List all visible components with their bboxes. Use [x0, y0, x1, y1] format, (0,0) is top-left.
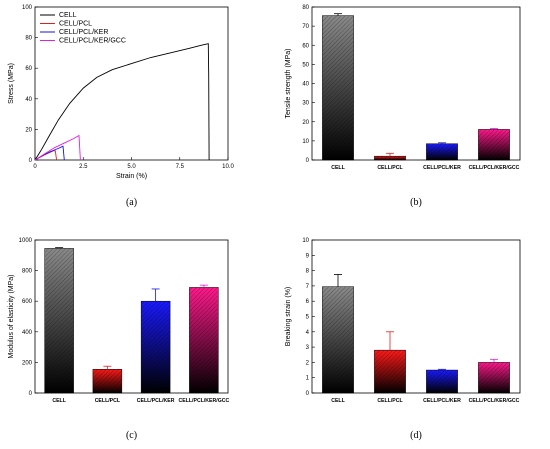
legend-label: CELL/PCL — [59, 21, 92, 28]
y-tick-label: 6 — [306, 299, 310, 305]
x-category-label: CELL/PCL/KER/GCC — [179, 398, 230, 404]
y-tick-label: 400 — [22, 330, 33, 336]
x-category-label: CELL — [331, 398, 345, 404]
y-tick-label: 8 — [306, 269, 310, 275]
y-tick-label: 20 — [25, 127, 32, 133]
y-tick-label: 40 — [302, 82, 309, 88]
y-tick-label: 0 — [306, 158, 310, 164]
y-tick-label: 100 — [22, 5, 33, 11]
series-line-4 — [34, 134, 81, 161]
y-tick-label: 10 — [302, 238, 309, 244]
bar-hatch — [44, 248, 74, 393]
y-tick-label: 200 — [22, 360, 33, 366]
bar-hatch — [322, 286, 354, 393]
bar-hatch — [374, 156, 406, 160]
x-category-label: CELL/PCL — [377, 398, 403, 404]
y-tick-label: 50 — [302, 62, 309, 68]
chart-panel-3: 0 200 400 600 800 1000 Modulus of elasticity (… — [8, 238, 229, 441]
y-tick-label: 0 — [306, 391, 310, 397]
x-category-label: CELL — [331, 165, 345, 171]
chart-panel-2: 0 10 20 30 40 50 60 70 80 Tensile strength (MPa) (… — [285, 5, 521, 208]
y-tick-label: 1 — [306, 376, 310, 382]
series-line-1 — [34, 43, 210, 161]
plot-frame — [34, 239, 229, 394]
y-tick-label: 0 — [29, 158, 33, 164]
y-tick-label: 7 — [306, 284, 310, 290]
x-category-label: CELL/PCL/KER/GCC — [469, 165, 520, 171]
x-category-label: CELL/PCL — [377, 165, 403, 171]
y-tick-label: 10 — [302, 139, 309, 145]
panel-label: (a) — [126, 197, 137, 208]
panel-label: (c) — [126, 430, 137, 441]
panel-label: (d) — [410, 430, 422, 441]
x-category-label: CELL/PCL/KER — [137, 398, 175, 404]
x-tick-label: 10.0 — [222, 164, 234, 170]
y-tick-label: 30 — [302, 101, 309, 107]
y-axis-label: Modulus of elasticity (MPa) — [8, 274, 15, 358]
y-tick-label: 60 — [25, 66, 32, 72]
x-category-label: CELL — [52, 398, 66, 404]
y-tick-label: 0 — [29, 391, 33, 397]
y-axis-label: Breaking strain (%) — [285, 287, 292, 347]
y-tick-label: 2 — [306, 360, 310, 366]
bar-hatch — [92, 369, 122, 393]
y-tick-label: 800 — [22, 269, 33, 275]
x-category-label: CELL/PCL/KER — [423, 398, 461, 404]
y-tick-label: 5 — [306, 315, 310, 321]
bar-hatch — [189, 287, 219, 393]
chart-panel-4: 0 1 2 3 4 5 6 7 8 9 10 Breaking strain (%) (d) CELL CE… — [285, 238, 521, 441]
bar-hatch — [478, 362, 510, 393]
y-axis-label: Stress (MPa) — [8, 63, 15, 104]
x-tick-label: 2.5 — [79, 164, 88, 170]
bar-hatch — [426, 370, 458, 393]
y-tick-label: 3 — [306, 345, 310, 351]
y-tick-label: 1000 — [19, 238, 33, 244]
panel-label: (b) — [410, 197, 422, 208]
y-tick-label: 80 — [25, 36, 32, 42]
x-tick-label: 7.5 — [176, 164, 185, 170]
bar-hatch — [478, 129, 510, 160]
legend-label: CELL — [59, 12, 77, 19]
bar-hatch — [141, 301, 171, 393]
x-tick-label: 5.0 — [127, 164, 136, 170]
y-tick-label: 60 — [302, 43, 309, 49]
y-tick-label: 70 — [302, 24, 309, 30]
y-tick-label: 9 — [306, 253, 310, 259]
chart-panel-1: 0 20 40 60 80 100 Stress (MPa) (a) 0 2.5 5.0 7.5 10.… — [8, 5, 234, 208]
bar-hatch — [322, 15, 354, 161]
y-tick-label: 40 — [25, 97, 32, 103]
y-tick-label: 20 — [302, 120, 309, 126]
x-category-label: CELL/PCL/KER/GCC — [469, 398, 520, 404]
y-tick-label: 600 — [22, 299, 33, 305]
x-category-label: CELL/PCL — [95, 398, 121, 404]
bar-hatch — [374, 350, 406, 393]
y-tick-label: 80 — [302, 5, 309, 11]
legend-label: CELL/PCL/KER — [59, 29, 108, 36]
legend-label: CELL/PCL/KER/GCC — [59, 38, 126, 45]
x-category-label: CELL/PCL/KER — [423, 165, 461, 171]
y-tick-label: 4 — [306, 330, 310, 336]
bar-hatch — [426, 143, 458, 160]
x-tick-label: 0 — [33, 164, 37, 170]
y-axis-label: Tensile strength (MPa) — [285, 48, 292, 118]
x-axis-label: Strain (%) — [116, 173, 147, 180]
